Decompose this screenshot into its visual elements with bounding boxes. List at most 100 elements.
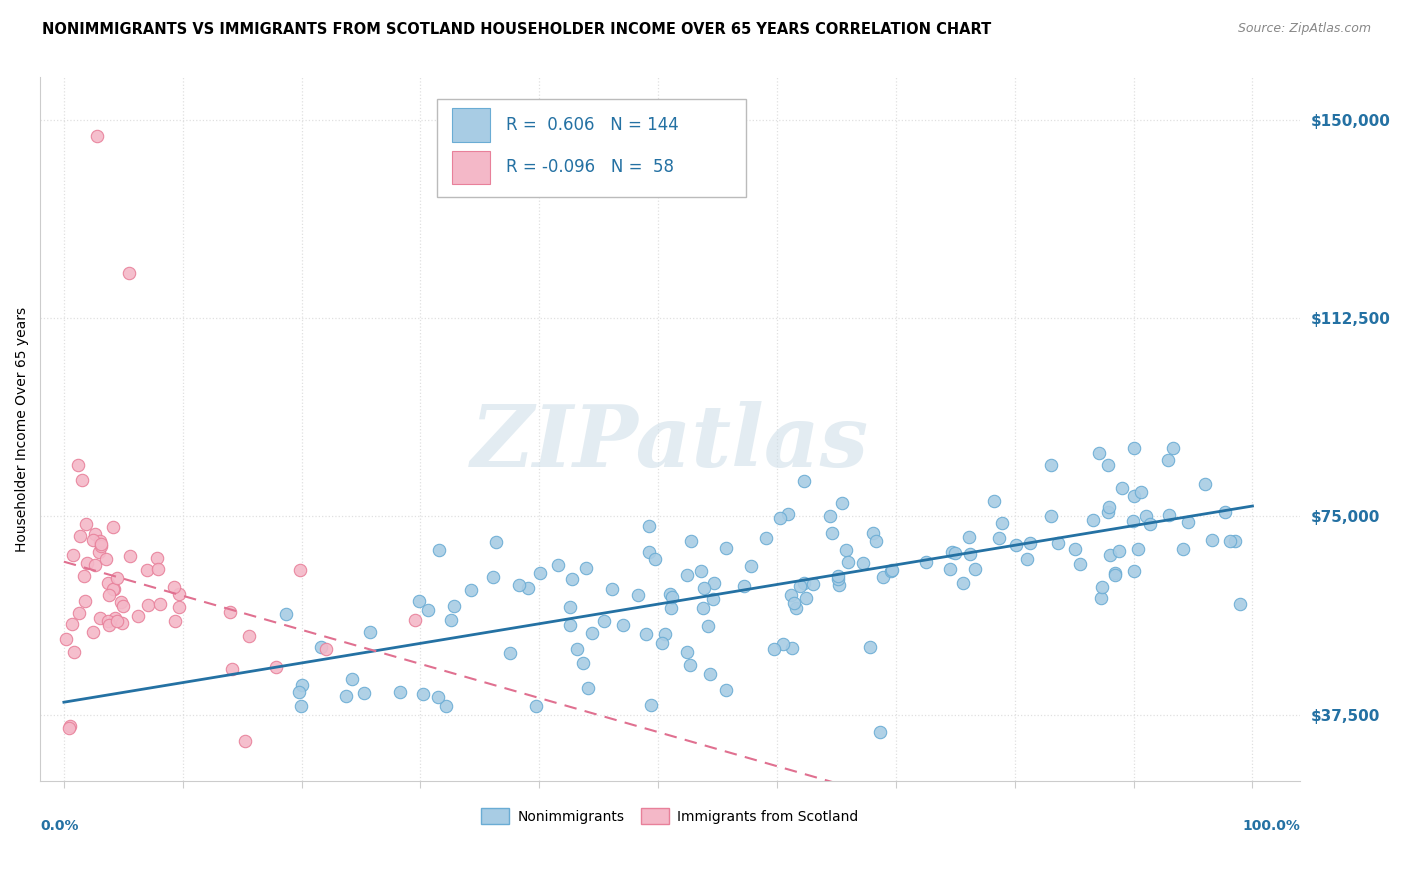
Point — [1069, 557, 1091, 571]
Point — [1201, 533, 1223, 547]
Point — [1040, 509, 1063, 524]
Point — [565, 642, 588, 657]
Point — [1099, 548, 1122, 562]
Point — [762, 642, 785, 657]
Point — [136, 563, 159, 577]
Point — [353, 686, 375, 700]
Point — [1108, 544, 1130, 558]
Point — [651, 636, 673, 650]
Point — [952, 576, 974, 591]
Point — [1130, 485, 1153, 500]
Point — [1015, 551, 1038, 566]
Point — [59, 719, 82, 733]
Point — [98, 589, 121, 603]
Point — [291, 678, 314, 692]
Text: 0.0%: 0.0% — [41, 819, 79, 833]
Point — [865, 533, 887, 548]
Point — [110, 595, 132, 609]
Point — [517, 581, 540, 595]
Point — [76, 556, 98, 570]
Point — [869, 724, 891, 739]
Point — [1223, 534, 1246, 549]
Point — [169, 600, 191, 615]
Point — [508, 578, 530, 592]
Point — [872, 570, 894, 584]
Point — [103, 520, 125, 534]
Point — [55, 632, 77, 646]
Point — [821, 525, 844, 540]
Point — [676, 568, 699, 582]
Point — [772, 637, 794, 651]
Point — [776, 507, 799, 521]
Point — [592, 614, 614, 628]
Point — [561, 572, 583, 586]
Point — [1126, 542, 1149, 557]
Point — [1229, 597, 1251, 611]
Point — [149, 598, 172, 612]
Point — [529, 566, 551, 580]
Point — [288, 563, 311, 577]
Point — [702, 592, 724, 607]
Point — [60, 617, 83, 632]
Point — [165, 614, 187, 628]
Point — [575, 560, 598, 574]
Point — [941, 545, 963, 559]
Point — [404, 613, 426, 627]
Point — [1157, 453, 1180, 467]
Point — [146, 562, 169, 576]
Point — [675, 645, 697, 659]
Point — [681, 533, 703, 548]
Point — [914, 555, 936, 569]
Point — [696, 619, 718, 633]
Point — [62, 548, 84, 562]
Point — [1161, 441, 1184, 455]
Point — [859, 640, 882, 655]
Point — [169, 587, 191, 601]
Point — [427, 690, 450, 705]
Point — [389, 684, 412, 698]
Point — [1135, 508, 1157, 523]
Point — [880, 563, 903, 577]
Point — [218, 605, 240, 619]
Point — [340, 673, 363, 687]
FancyBboxPatch shape — [437, 98, 745, 197]
Point — [1194, 477, 1216, 491]
Text: ZIPatlas: ZIPatlas — [471, 401, 869, 485]
Point — [359, 625, 381, 640]
Point — [658, 587, 681, 601]
Point — [693, 581, 716, 595]
Point — [70, 474, 93, 488]
Point — [880, 564, 903, 578]
Point — [1091, 580, 1114, 594]
Point — [1139, 517, 1161, 532]
Point — [111, 615, 134, 630]
Point — [1005, 538, 1028, 552]
Point — [612, 617, 634, 632]
Point — [1171, 541, 1194, 556]
Point — [1083, 513, 1105, 527]
Text: NONIMMIGRANTS VS IMMIGRANTS FROM SCOTLAND HOUSEHOLDER INCOME OVER 65 YEARS CORRE: NONIMMIGRANTS VS IMMIGRANTS FROM SCOTLAN… — [42, 22, 991, 37]
Point — [460, 583, 482, 598]
Point — [1122, 489, 1144, 503]
Point — [84, 526, 107, 541]
Point — [1088, 446, 1111, 460]
Text: R = -0.096   N =  58: R = -0.096 N = 58 — [506, 159, 675, 177]
Point — [851, 556, 873, 570]
Point — [661, 590, 683, 604]
Point — [780, 640, 803, 655]
Point — [1122, 441, 1144, 455]
Point — [75, 593, 97, 607]
Point — [780, 588, 803, 602]
Point — [862, 525, 884, 540]
Point — [1213, 505, 1236, 519]
Y-axis label: Householder Income Over 65 years: Householder Income Over 65 years — [15, 307, 30, 551]
Point — [638, 519, 661, 533]
Point — [69, 529, 91, 543]
Point — [1177, 515, 1199, 529]
Point — [485, 535, 508, 549]
Point — [83, 558, 105, 573]
Point — [89, 611, 111, 625]
Point — [789, 579, 811, 593]
Point — [783, 596, 806, 610]
Point — [983, 494, 1005, 508]
